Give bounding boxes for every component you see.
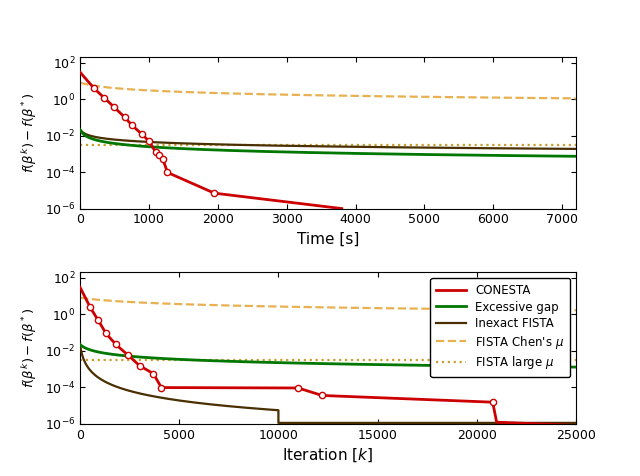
X-axis label: Time [s]: Time [s] xyxy=(297,232,359,247)
X-axis label: Iteration $[k]$: Iteration $[k]$ xyxy=(282,447,374,465)
FISTA Chen's $\mu$ xyxy=(76,295,84,300)
Excessive gap xyxy=(107,351,115,357)
Line: CONESTA: CONESTA xyxy=(80,287,576,426)
Excessive gap xyxy=(572,364,580,370)
Line: FISTA Chen's $\mu$: FISTA Chen's $\mu$ xyxy=(80,298,576,310)
CONESTA xyxy=(508,420,515,426)
Inexact FISTA xyxy=(196,400,204,406)
Inexact FISTA xyxy=(76,342,84,348)
Line: Excessive gap: Excessive gap xyxy=(80,345,576,367)
CONESTA xyxy=(572,423,580,428)
CONESTA xyxy=(130,357,138,363)
Excessive gap xyxy=(503,364,511,369)
CONESTA xyxy=(498,419,506,425)
Inexact FISTA xyxy=(305,420,312,426)
Y-axis label: $f(\beta^k) - f(\beta^*)$: $f(\beta^k) - f(\beta^*)$ xyxy=(20,308,39,388)
FISTA Chen's $\mu$ xyxy=(107,298,115,304)
Inexact FISTA xyxy=(572,420,580,426)
Inexact FISTA xyxy=(194,400,202,406)
FISTA Chen's $\mu$ xyxy=(452,306,460,312)
CONESTA xyxy=(104,332,111,338)
FISTA Chen's $\mu$ xyxy=(503,307,511,312)
Inexact FISTA xyxy=(275,420,282,426)
Inexact FISTA xyxy=(224,403,232,409)
CONESTA xyxy=(106,336,114,341)
Inexact FISTA xyxy=(539,420,547,426)
CONESTA xyxy=(493,418,500,424)
FISTA Chen's $\mu$ xyxy=(364,305,372,311)
FISTA Chen's $\mu$ xyxy=(572,307,580,313)
Inexact FISTA xyxy=(211,402,218,407)
Y-axis label: $f(\beta^k) - f(\beta^*)$: $f(\beta^k) - f(\beta^*)$ xyxy=(20,93,39,173)
Legend: CONESTA, Excessive gap, Inexact FISTA, FISTA Chen's $\mu$, FISTA large $\mu$: CONESTA, Excessive gap, Inexact FISTA, F… xyxy=(430,278,570,377)
FISTA Chen's $\mu$ xyxy=(377,305,385,311)
CONESTA xyxy=(76,284,84,290)
Excessive gap xyxy=(452,363,460,368)
Excessive gap xyxy=(76,342,84,347)
Excessive gap xyxy=(392,362,400,368)
Line: Inexact FISTA: Inexact FISTA xyxy=(80,345,576,423)
Excessive gap xyxy=(377,362,385,367)
FISTA Chen's $\mu$ xyxy=(392,306,400,311)
Excessive gap xyxy=(364,362,372,367)
